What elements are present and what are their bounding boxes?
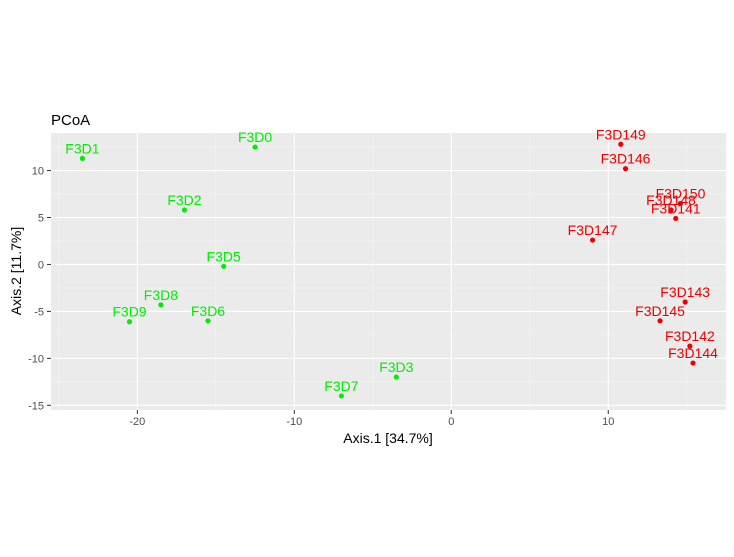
y-tick-label: -10 — [28, 353, 44, 365]
y-axis-ticks: -15 -10 -5 0 5 10 — [28, 166, 51, 412]
x-tick-label: -10 — [286, 416, 302, 428]
point-label: F3D1 — [65, 140, 99, 156]
data-point — [221, 263, 227, 269]
point-label: F3D143 — [660, 284, 710, 300]
data-point — [682, 299, 688, 305]
point-label: F3D146 — [601, 151, 651, 167]
point-label: F3D3 — [379, 359, 413, 375]
data-point — [126, 319, 133, 325]
x-tick-label: 10 — [602, 416, 614, 428]
point-label: F3D141 — [651, 200, 701, 216]
point-label: F3D9 — [112, 304, 146, 320]
data-point — [622, 166, 629, 172]
point-label: F3D142 — [665, 328, 715, 344]
point-label: F3D2 — [167, 192, 201, 208]
chart-title: PCoA — [51, 112, 90, 129]
point-label: F3D148 — [646, 192, 696, 208]
x-axis-title: Axis.1 [34.7%] — [343, 430, 433, 446]
point-label: F3D5 — [207, 248, 241, 264]
point-label: F3D150 — [656, 185, 706, 201]
y-axis-title: Axis.2 [11.7%] — [8, 227, 24, 315]
data-point — [668, 207, 674, 213]
y-tick-label: 0 — [38, 259, 44, 271]
point-label: F3D149 — [596, 126, 646, 142]
minor-gridlines — [51, 133, 726, 410]
y-tick-label: 5 — [38, 213, 44, 225]
point-label: F3D145 — [635, 303, 685, 319]
point-label: F3D8 — [144, 287, 178, 303]
data-point — [657, 318, 663, 324]
x-tick-label: 0 — [448, 416, 454, 428]
major-gridlines — [51, 133, 726, 410]
data-point — [79, 155, 85, 161]
x-tick-label: -20 — [129, 416, 145, 428]
data-point — [690, 360, 696, 366]
x-axis-ticks: -20 -10 0 10 — [129, 410, 614, 428]
data-point — [687, 343, 693, 349]
y-tick-label: 10 — [32, 166, 44, 178]
data-point — [677, 200, 684, 207]
point-labels: F3D0 F3D1 F3D2 F3D5 F3D8 F3D6 F3D9 F3D3 F3D7 F3D1… — [65, 126, 718, 394]
data-point — [252, 144, 258, 150]
data-point — [589, 237, 596, 243]
point-label: F3D0 — [238, 129, 272, 145]
data-point — [673, 215, 679, 222]
data-point — [181, 207, 188, 213]
data-point — [618, 141, 624, 147]
point-label: F3D147 — [568, 222, 618, 238]
point-label: F3D6 — [191, 303, 225, 319]
y-tick-label: -5 — [34, 306, 44, 318]
plot-panel — [51, 133, 726, 410]
data-point — [158, 302, 164, 308]
data-point — [393, 374, 399, 380]
data-points — [79, 141, 696, 399]
y-tick-label: -15 — [28, 400, 44, 412]
data-point — [205, 318, 211, 324]
point-label: F3D144 — [668, 345, 718, 361]
data-point — [338, 393, 345, 399]
point-label: F3D7 — [324, 378, 358, 394]
